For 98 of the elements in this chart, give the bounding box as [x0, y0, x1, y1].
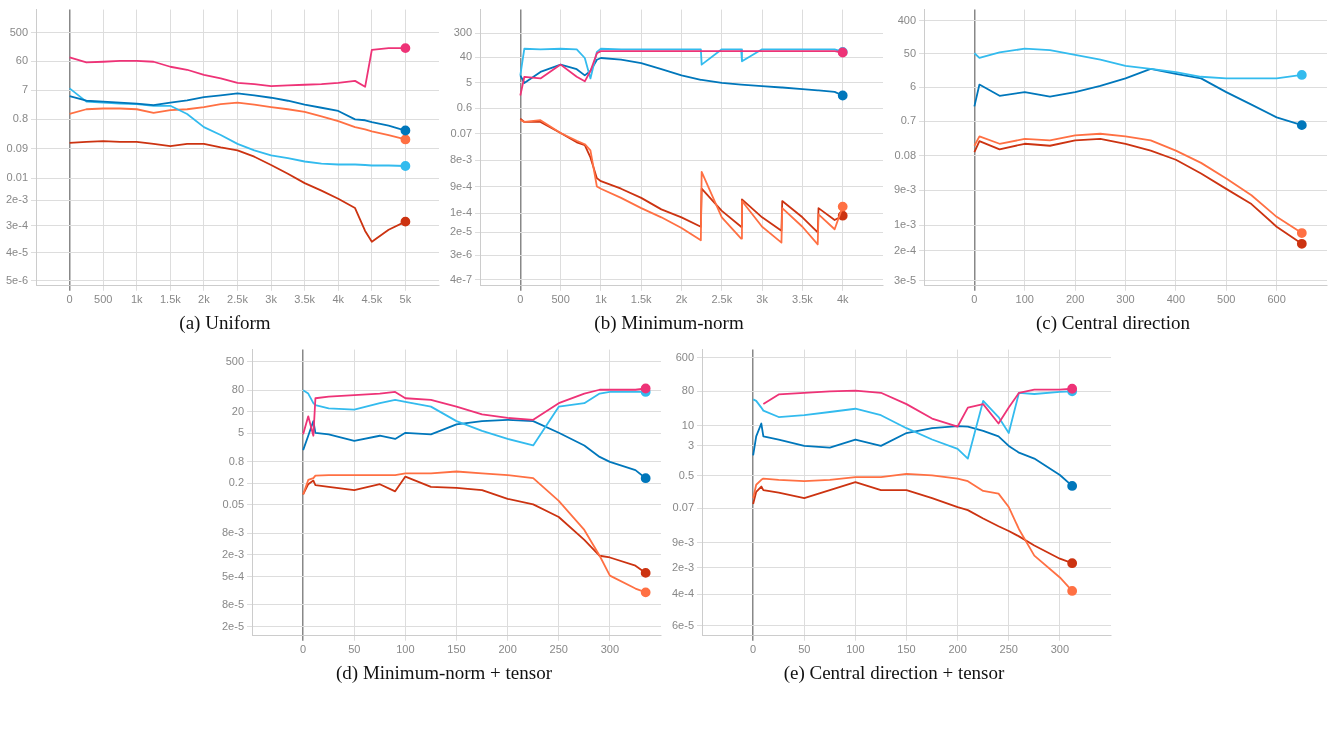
y-tick-label: 0.7: [900, 114, 917, 127]
y-tick-label: 2e-4: [893, 243, 917, 256]
x-tick-label: 200: [1065, 293, 1085, 306]
x-tick-label: 2.5k: [227, 293, 249, 306]
x-tick-label: 3k: [265, 293, 278, 306]
y-tick-label: 80: [231, 383, 245, 396]
y-tick-label: 2e-3: [5, 193, 29, 206]
x-tick-label: 150: [897, 643, 916, 656]
y-tick-label: 600: [675, 350, 695, 363]
y-tick-label: 0.07: [450, 127, 473, 140]
y-tick-label: 0.5: [678, 468, 695, 481]
y-tick-label: 8e-3: [449, 153, 473, 166]
x-tick-label: 100: [396, 643, 415, 656]
y-tick-label: 5e-6: [5, 273, 29, 286]
y-tick-label: 50: [903, 46, 917, 59]
x-tick-label: 0: [750, 643, 757, 656]
x-tick-label: 4k: [836, 293, 850, 306]
y-tick-label: 400: [897, 13, 917, 26]
x-tick-label: 500: [1217, 293, 1236, 306]
x-tick-label: 250: [999, 643, 1018, 656]
x-tick-label: 600: [1267, 293, 1286, 306]
y-tick-label: 4e-7: [449, 272, 473, 285]
text: (c) Central direction: [1035, 312, 1191, 334]
y-tick-label: 0.08: [894, 148, 917, 161]
x-tick-label: 0: [300, 643, 307, 656]
y-tick-label: 0.2: [228, 476, 245, 489]
y-tick-label: 0.07: [672, 501, 695, 514]
x-tick-label: 2k: [675, 293, 688, 306]
y-tick-label: 6e-5: [671, 618, 695, 631]
x-tick-label: 200: [498, 643, 517, 656]
y-tick-label: 300: [453, 26, 473, 39]
y-tick-label: 0.8: [12, 112, 29, 125]
x-tick-label: 200: [948, 643, 967, 656]
y-tick-label: 500: [9, 25, 29, 38]
x-tick-label: 50: [798, 643, 811, 656]
x-tick-label: 250: [549, 643, 568, 656]
x-tick-label: 2k: [198, 293, 211, 306]
text: (a) Uniform: [179, 312, 271, 334]
y-tick-label: 3e-5: [893, 273, 917, 286]
text: (b) Minimum-norm: [594, 312, 744, 334]
x-tick-label: 100: [846, 643, 865, 656]
y-tick-label: 4e-5: [5, 245, 29, 258]
y-tick-label: 9e-3: [671, 535, 695, 548]
x-tick-label: 300: [1116, 293, 1135, 306]
x-tick-label: 50: [348, 643, 361, 656]
x-tick-label: 1.5k: [159, 293, 182, 306]
x-tick-label: 0: [971, 293, 978, 306]
y-tick-label: 5: [465, 75, 473, 88]
y-tick-label: 5e-4: [221, 569, 245, 582]
text: (d) Minimum-norm + tensor: [336, 662, 552, 684]
y-tick-label: 3e-6: [449, 248, 473, 261]
x-tick-label: 3k: [756, 293, 769, 306]
y-tick-label: 5: [237, 426, 245, 439]
y-tick-label: 8e-5: [221, 598, 245, 610]
x-tick-label: 1k: [130, 293, 144, 306]
y-tick-label: 9e-4: [449, 179, 473, 192]
x-tick-label: 2.5k: [711, 293, 733, 306]
x-tick-label: 300: [600, 643, 620, 656]
x-tick-label: 4k: [332, 293, 345, 306]
y-tick-label: 60: [15, 54, 29, 67]
y-tick-label: 80: [681, 384, 695, 397]
y-tick-label: 3: [687, 438, 695, 451]
text: (e) Central direction + tensor: [783, 662, 1005, 684]
y-tick-label: 3e-4: [5, 218, 29, 231]
y-tick-label: 500: [225, 354, 245, 367]
y-tick-label: 0.09: [6, 141, 29, 154]
y-tick-label: 2e-5: [221, 619, 245, 632]
y-tick-label: 0.8: [228, 454, 245, 467]
x-tick-label: 1.5k: [630, 293, 653, 306]
y-tick-label: 2e-3: [671, 560, 695, 573]
x-tick-label: 4.5k: [361, 293, 383, 306]
y-tick-label: 2e-3: [221, 547, 245, 560]
x-tick-label: 100: [1015, 293, 1034, 306]
x-tick-label: 400: [1166, 293, 1186, 306]
y-tick-label: 40: [459, 50, 473, 63]
x-tick-label: 150: [447, 643, 466, 656]
y-tick-label: 6: [909, 80, 917, 93]
x-tick-label: 5k: [399, 293, 412, 306]
y-tick-label: 1e-4: [449, 206, 473, 219]
x-tick-label: 500: [551, 293, 570, 306]
y-tick-label: 1e-3: [893, 218, 917, 231]
x-tick-label: 1k: [595, 293, 608, 306]
x-tick-label: 3.5k: [294, 293, 316, 306]
x-tick-label: 0: [66, 293, 73, 306]
y-tick-label: 8e-3: [221, 526, 245, 539]
y-tick-label: 0.05: [222, 497, 245, 510]
y-tick-label: 2e-5: [449, 225, 473, 238]
y-tick-label: 20: [231, 404, 245, 417]
x-tick-label: 300: [1050, 643, 1070, 656]
y-tick-label: 10: [681, 418, 695, 431]
y-tick-label: 0.01: [6, 171, 29, 184]
x-tick-label: 0: [517, 293, 524, 306]
y-tick-label: 7: [21, 83, 29, 96]
x-tick-label: 3.5k: [792, 293, 814, 306]
y-tick-label: 0.6: [456, 101, 473, 114]
x-tick-label: 500: [94, 293, 113, 306]
y-tick-label: 4e-4: [671, 587, 695, 600]
y-tick-label: 9e-3: [893, 183, 917, 196]
